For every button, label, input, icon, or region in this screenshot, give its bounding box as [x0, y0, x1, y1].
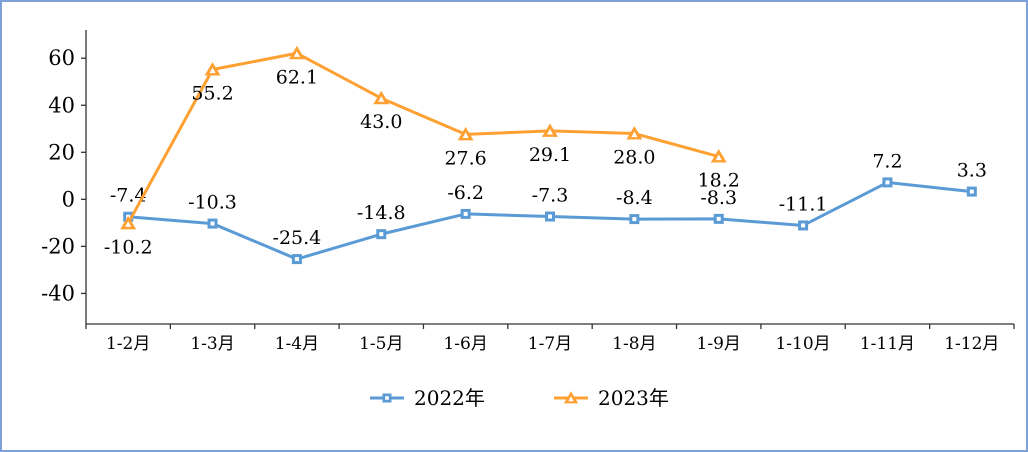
x-category-label: 1-7月: [528, 334, 572, 354]
data-label: -7.3: [532, 185, 569, 207]
square-marker-center: [632, 217, 637, 222]
square-marker-center: [385, 396, 389, 400]
y-tick-label: -20: [41, 234, 75, 258]
x-category-label: 1-8月: [612, 334, 656, 354]
y-tick-label: 60: [48, 46, 75, 70]
data-label: 18.2: [698, 170, 740, 192]
x-category-label: 1-4月: [275, 334, 319, 354]
data-label: -14.8: [357, 202, 406, 224]
x-category-label: 1-6月: [443, 334, 487, 354]
series-line: [126, 51, 720, 225]
x-category-label: 1-12月: [944, 334, 999, 354]
square-marker-center: [969, 189, 974, 194]
data-label: -8.4: [616, 187, 653, 209]
data-label: 29.1: [529, 144, 571, 166]
y-tick-label: 40: [48, 93, 75, 117]
triangle-marker-center: [209, 67, 216, 74]
triangle-marker-center: [125, 221, 132, 227]
data-label: 62.1: [276, 66, 318, 88]
x-category-label: 1-11月: [860, 334, 915, 354]
data-label: -11.1: [779, 193, 828, 215]
data-label: -10.2: [104, 236, 153, 258]
triangle-marker-center: [293, 51, 300, 57]
data-label: -7.4: [110, 185, 147, 207]
y-tick-label: 20: [48, 140, 75, 164]
square-marker-center: [463, 211, 468, 216]
x-category-label: 1-5月: [359, 334, 403, 354]
data-label: 27.6: [444, 147, 486, 169]
data-label: -6.2: [447, 182, 484, 204]
triangle-marker-center: [568, 396, 574, 402]
square-marker-center: [294, 257, 299, 262]
x-category-label: 1-3月: [190, 334, 234, 354]
data-label: 43.0: [360, 111, 402, 133]
square-marker-center: [716, 216, 721, 221]
data-label: 7.2: [872, 150, 902, 172]
square-marker-center: [548, 214, 552, 219]
triangle-marker-center: [378, 96, 385, 102]
square-marker-center: [801, 223, 806, 228]
data-label: -25.4: [273, 227, 322, 249]
x-category-label: 1-2月: [106, 334, 150, 354]
data-label: 3.3: [957, 160, 987, 182]
y-tick-label: -40: [41, 281, 75, 305]
triangle-marker-center: [547, 128, 553, 135]
square-marker-center: [379, 232, 384, 237]
x-category-label: 1-9月: [697, 334, 741, 354]
triangle-marker-center: [715, 154, 722, 161]
legend-label: 2022年: [414, 386, 485, 410]
y-tick-label: 0: [62, 187, 75, 211]
square-marker-center: [210, 221, 215, 226]
legend-label: 2023年: [598, 386, 669, 410]
x-category-label: 1-10月: [775, 334, 830, 354]
data-label: -8.3: [700, 187, 737, 209]
data-label: 28.0: [613, 146, 655, 168]
data-label: 55.2: [191, 83, 233, 105]
square-marker-center: [885, 180, 890, 185]
data-label: -10.3: [188, 192, 237, 214]
triangle-marker-center: [462, 132, 469, 139]
triangle-marker-center: [631, 131, 638, 138]
